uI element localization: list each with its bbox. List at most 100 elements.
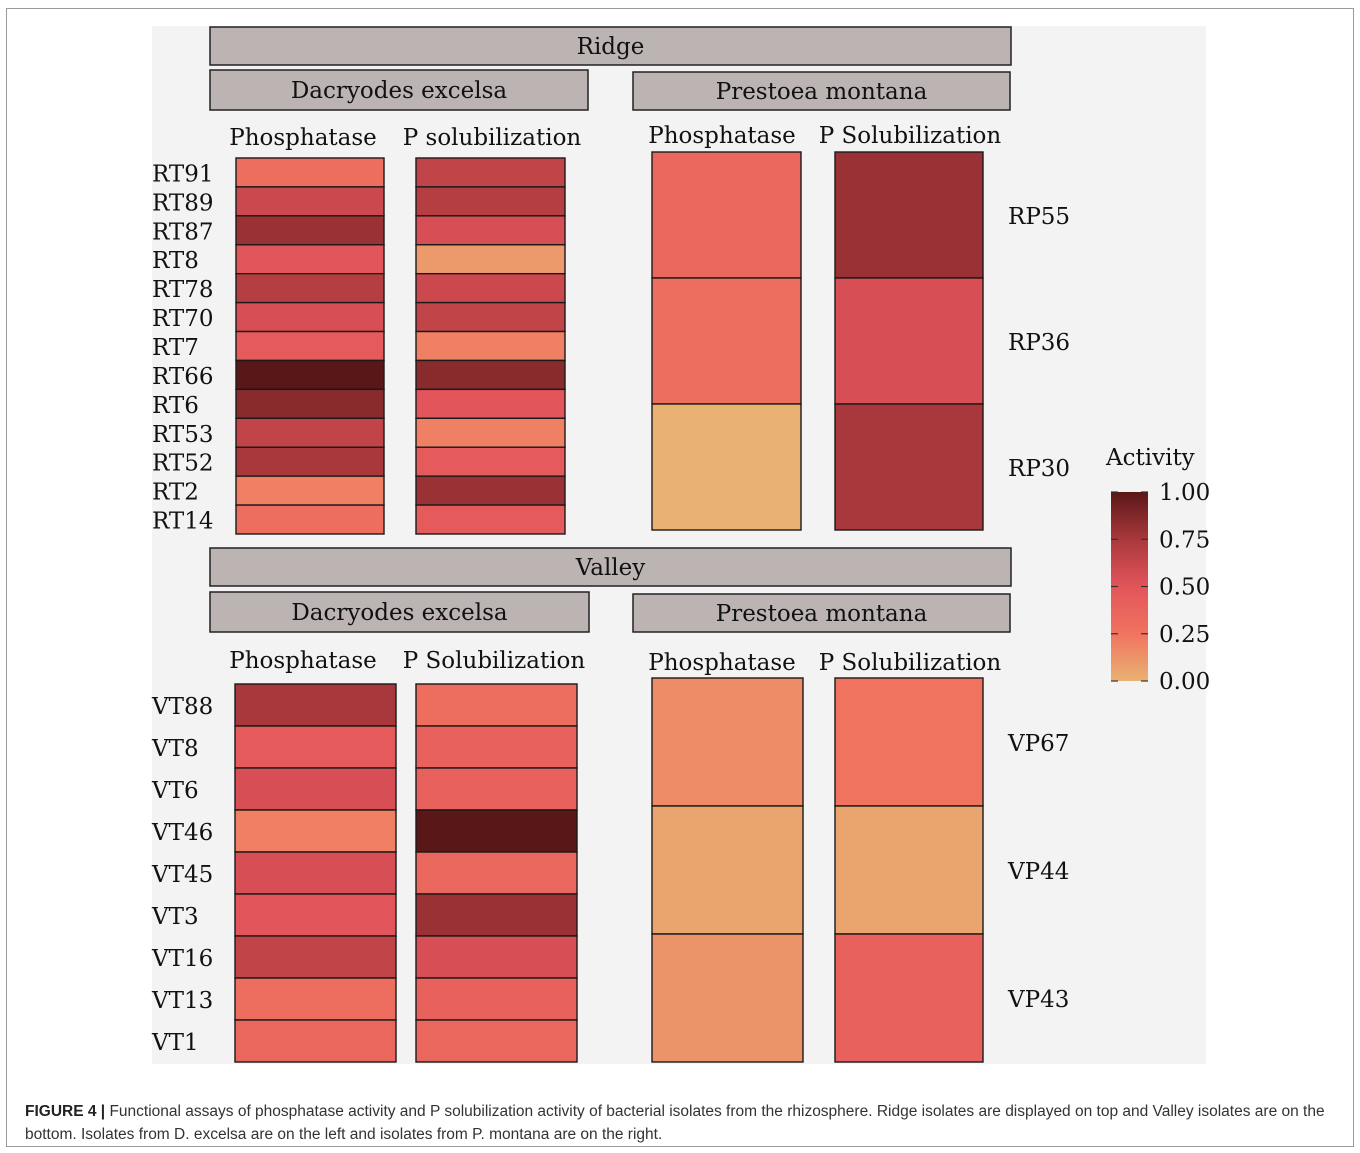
caption-label: FIGURE 4 | [25, 1103, 106, 1120]
host-strip-0-box [209, 69, 589, 111]
row-label-RT14: RT14 [152, 509, 214, 535]
row-label-RT91: RT91 [152, 161, 214, 187]
heatmap-cell-VT1-0 [234, 1019, 397, 1063]
column-header-3-0: Phosphatase [648, 650, 796, 676]
host-strip-3: Prestoea montana [716, 601, 928, 627]
legend-tick-label-0: 1.00 [1159, 480, 1210, 506]
row-label-RT6: RT6 [152, 393, 199, 419]
legend-tick-label-1: 0.75 [1159, 527, 1210, 553]
heatmap-cell-RT6-1 [415, 388, 566, 420]
site-strip-valley-box [209, 547, 1012, 587]
row-label-VT16: VT16 [151, 946, 213, 972]
heatmap-cell-VP67-1 [834, 677, 984, 807]
caption-text: Functional assays of phosphatase activit… [25, 1103, 1325, 1143]
heatmap-cell-RT70-0 [235, 301, 385, 333]
heatmap-cell-RP55-1 [834, 151, 984, 279]
heatmap-cell-RT14-1 [415, 504, 566, 535]
row-label-RP30: RP30 [1008, 456, 1070, 482]
row-label-VT6: VT6 [151, 778, 199, 804]
heatmap-cell-VT16-1 [415, 935, 578, 979]
site-strip-valley: Valley [575, 555, 646, 581]
heatmap-cell-RT70-1 [415, 301, 566, 333]
column-header-0-0: Phosphatase [229, 125, 377, 151]
heatmap-cell-RT7-0 [235, 330, 385, 362]
column-header-1-0: Phosphatase [648, 123, 796, 149]
host-strip-1: Prestoea montana [716, 79, 928, 105]
legend-tick-label-3: 0.25 [1159, 622, 1210, 648]
heatmap-cell-VT3-1 [415, 893, 578, 937]
heatmap-cell-VT1-1 [415, 1019, 578, 1063]
heatmap-cell-RT52-1 [415, 446, 566, 477]
heatmap-cell-VT13-0 [234, 977, 397, 1021]
heatmap-cell-RT14-0 [235, 504, 385, 535]
heatmap-cell-RT7-1 [415, 330, 566, 362]
legend-tick-label-2: 0.50 [1159, 575, 1210, 601]
host-strip-0: Dacryodes excelsa [291, 78, 508, 104]
row-label-RT8: RT8 [152, 248, 199, 274]
row-label-RT89: RT89 [152, 190, 214, 216]
column-header-3-1: P Solubilization [819, 650, 1002, 676]
column-header-2-0: Phosphatase [229, 648, 377, 674]
heatmap-cell-VP43-1 [834, 933, 984, 1063]
row-label-VP44: VP44 [1007, 859, 1069, 885]
heatmap-cell-VT16-0 [234, 935, 397, 979]
figure-caption: FIGURE 4 | Functional assays of phosphat… [25, 1100, 1337, 1146]
heatmap-cell-VT8-0 [234, 725, 397, 769]
heatmap-cell-RT91-0 [235, 157, 385, 188]
row-label-RT52: RT52 [152, 451, 214, 477]
row-label-VT46: VT46 [151, 820, 213, 846]
heatmap-cell-VP44-1 [834, 805, 984, 935]
heatmap-cell-RT6-0 [235, 388, 385, 420]
heatmap-figure: Ridge Dacryodes excelsa Phosphatase P solub… [151, 26, 1210, 1064]
row-label-RP55: RP55 [1008, 204, 1070, 230]
legend-title: Activity [1105, 445, 1195, 471]
heatmap-cell-VT46-0 [234, 809, 397, 853]
host-strip-2: Dacryodes excelsa [291, 600, 508, 626]
heatmap-cell-VT88-1 [415, 683, 578, 727]
heatmap-cell-RT2-1 [415, 475, 566, 506]
heatmap-cell-RP55-0 [651, 151, 802, 279]
host-strip-2-box [209, 591, 590, 633]
row-label-VT8: VT8 [151, 736, 199, 762]
heatmap-cell-RT87-0 [235, 215, 385, 246]
row-label-VT3: VT3 [151, 904, 199, 930]
site-strip-ridge: Ridge [577, 34, 645, 60]
row-label-VT13: VT13 [151, 988, 213, 1014]
heatmap-cell-VT8-1 [415, 725, 578, 769]
heatmap-cell-VT45-1 [415, 851, 578, 895]
heatmap-cell-RT78-0 [235, 272, 385, 304]
row-label-RT66: RT66 [152, 364, 214, 390]
heatmap-cell-RT89-0 [235, 186, 385, 217]
row-label-VT45: VT45 [151, 862, 213, 888]
heatmap-cell-VT3-0 [234, 893, 397, 937]
heatmap-cell-VP67-0 [651, 677, 804, 807]
heatmap-cell-VT13-1 [415, 977, 578, 1021]
heatmap-cell-VT45-0 [234, 851, 397, 895]
row-label-RT78: RT78 [152, 277, 214, 303]
heatmap-cell-RT53-1 [415, 417, 566, 448]
site-strip-ridge-box [209, 26, 1012, 66]
heatmap-cell-RT91-1 [415, 157, 566, 188]
heatmap-cell-RT2-0 [235, 475, 385, 506]
row-label-RT70: RT70 [152, 306, 214, 332]
column-header-0-1: P solubilization [403, 125, 582, 151]
heatmap-cell-RT53-0 [235, 417, 385, 448]
heatmap-cell-VT46-1 [415, 809, 578, 853]
heatmap-cell-RP36-1 [834, 277, 984, 405]
row-label-VT1: VT1 [151, 1030, 199, 1056]
heatmap-cell-RT89-1 [415, 186, 566, 217]
heatmap-cell-RT87-1 [415, 215, 566, 246]
row-label-VP67: VP67 [1007, 731, 1069, 757]
column-header-2-1: P Solubilization [403, 648, 586, 674]
row-label-VT88: VT88 [151, 694, 213, 720]
row-label-RT87: RT87 [152, 219, 214, 245]
heatmap-cell-RP30-1 [834, 403, 984, 531]
figure-frame [6, 8, 1354, 1147]
heatmap-cell-VP43-0 [651, 933, 804, 1063]
row-label-VP43: VP43 [1007, 987, 1069, 1013]
row-label-RT2: RT2 [152, 480, 199, 506]
heatmap-cell-RT8-0 [235, 244, 385, 275]
heatmap-cell-VP44-0 [651, 805, 804, 935]
heatmap-cell-RP36-0 [651, 277, 802, 405]
heatmap-cell-RP30-0 [651, 403, 802, 531]
